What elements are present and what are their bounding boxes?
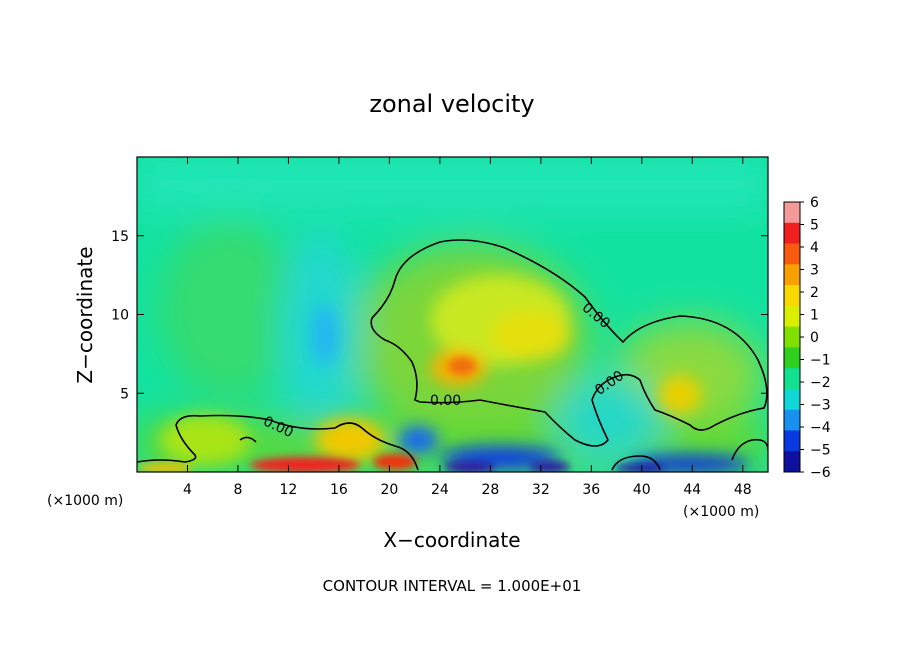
- negative-column-core: [311, 305, 339, 365]
- x-tick-label: 28: [481, 482, 499, 498]
- x-tick-label: 4: [183, 482, 192, 498]
- colorbar-tick-label: −1: [810, 353, 831, 369]
- colorbar-tick-label: −5: [810, 443, 831, 459]
- contour-upper-dome: [370, 239, 768, 447]
- y-axis-ticks: 5 10 15: [111, 229, 768, 402]
- x-axis-label: X−coordinate: [383, 528, 520, 552]
- colorbar-tick-label: 5: [810, 218, 819, 234]
- x-tick-label: 24: [431, 482, 449, 498]
- colorbar-swatch: [784, 409, 800, 431]
- y-tick-label: 10: [111, 308, 129, 324]
- surface-negative-core-2: [530, 462, 570, 472]
- x-tick-label: 32: [532, 482, 550, 498]
- colorbar-swatch: [784, 305, 800, 328]
- x-tick-label: 48: [734, 482, 752, 498]
- contour-right-small: [731, 438, 768, 461]
- contour-left-small: [239, 436, 257, 443]
- surface-negative-1: [398, 426, 438, 454]
- upper-cyan-band: [137, 157, 768, 212]
- colorbar-tick-label: 6: [810, 195, 819, 211]
- x-tick-label: 8: [233, 482, 242, 498]
- contour-interval-footer: CONTOUR INTERVAL = 1.000E+01: [323, 577, 582, 595]
- colorbar-tick-label: 4: [810, 240, 819, 256]
- left-surface-positive: [160, 415, 250, 465]
- colorbar-swatch: [784, 347, 800, 369]
- y-tick-label: 15: [111, 229, 129, 245]
- x-tick-label: 12: [280, 482, 298, 498]
- zero-contours: [137, 239, 768, 471]
- colorbar-tick-label: −3: [810, 398, 831, 414]
- colorbar-tick-label: −2: [810, 375, 831, 391]
- colorbar-swatch: [784, 285, 800, 307]
- chart-title: zonal velocity: [369, 90, 534, 118]
- surface-positive-1: [250, 457, 360, 472]
- contour-lower-left: [137, 414, 419, 471]
- x-tick-label: 36: [582, 482, 600, 498]
- colorbar-tick-label: 1: [810, 308, 819, 324]
- right-negative-region: [555, 380, 665, 460]
- x-axis-unit-left: (×1000 m): [47, 493, 123, 509]
- colorbar-tick-label: −6: [810, 465, 831, 481]
- colorbar: 6 5 4 3 2 1 0 −1 −2 −3 −4 −5 −6: [783, 195, 831, 481]
- colorbar-tick-label: −4: [810, 420, 831, 436]
- colorbar-tick-label: 2: [810, 285, 819, 301]
- left-upper-band: [160, 220, 300, 400]
- x-axis-ticks: 4 8 12 16 20 24 28 32 36 40 44 48: [183, 157, 752, 498]
- colorbar-tick-label: 3: [810, 263, 819, 279]
- colorbar-swatch: [784, 243, 800, 265]
- bottom-left-warm: [137, 463, 193, 472]
- colorbar-swatch: [784, 451, 800, 473]
- contour-right-surface: [611, 455, 661, 471]
- upper-core-inner: [490, 310, 570, 360]
- mid-core-inner: [448, 357, 476, 375]
- colorbar-tick-label: 0: [810, 330, 819, 346]
- left-surface-strong: [315, 418, 385, 462]
- surface-negative-core-3: [615, 464, 665, 472]
- x-tick-label: 16: [330, 482, 348, 498]
- y-tick-label: 5: [120, 386, 129, 402]
- colorbar-swatch: [784, 368, 800, 390]
- x-tick-label: 40: [633, 482, 651, 498]
- heatmap-field: [137, 157, 768, 472]
- x-axis-unit-right: (×1000 m): [683, 504, 759, 520]
- colorbar-swatch: [784, 388, 800, 411]
- surface-positive-2: [373, 454, 417, 470]
- x-tick-label: 20: [380, 482, 398, 498]
- x-tick-label: 44: [683, 482, 701, 498]
- colorbar-swatch: [784, 222, 800, 245]
- y-axis-label: Z−coordinate: [73, 246, 97, 383]
- right-core: [658, 375, 702, 415]
- contour-label: 0.00: [430, 393, 461, 409]
- colorbar-swatch: [784, 264, 800, 286]
- surface-negative-core-1: [445, 462, 495, 472]
- colorbar-swatch: [784, 430, 800, 452]
- colorbar-swatch: [784, 202, 800, 224]
- colorbar-swatch: [784, 326, 800, 348]
